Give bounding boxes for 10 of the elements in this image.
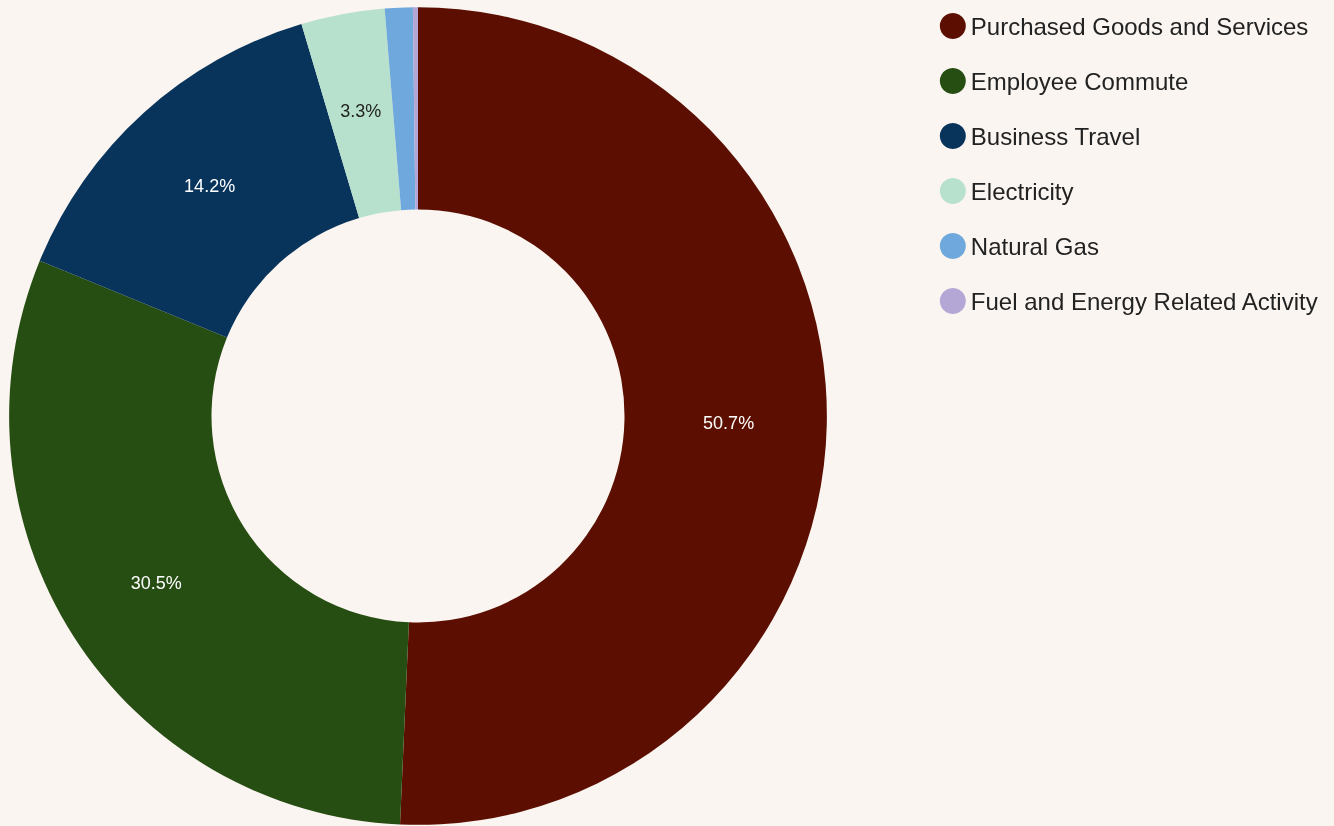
legend-label: Business Travel <box>970 122 1141 150</box>
data-label: 14.2% <box>184 175 236 196</box>
data-label: 3.3% <box>340 100 382 121</box>
legend-label: Employee Commute <box>970 67 1189 95</box>
data-label: 30.5% <box>130 573 182 594</box>
data-label: 50.7% <box>703 412 755 433</box>
legend-label: Fuel and Energy Related Activity <box>970 287 1318 315</box>
legend-label: Electricity <box>970 177 1074 205</box>
legend-label: Natural Gas <box>970 232 1099 260</box>
legend-label: Purchased Goods and Services <box>970 12 1309 40</box>
